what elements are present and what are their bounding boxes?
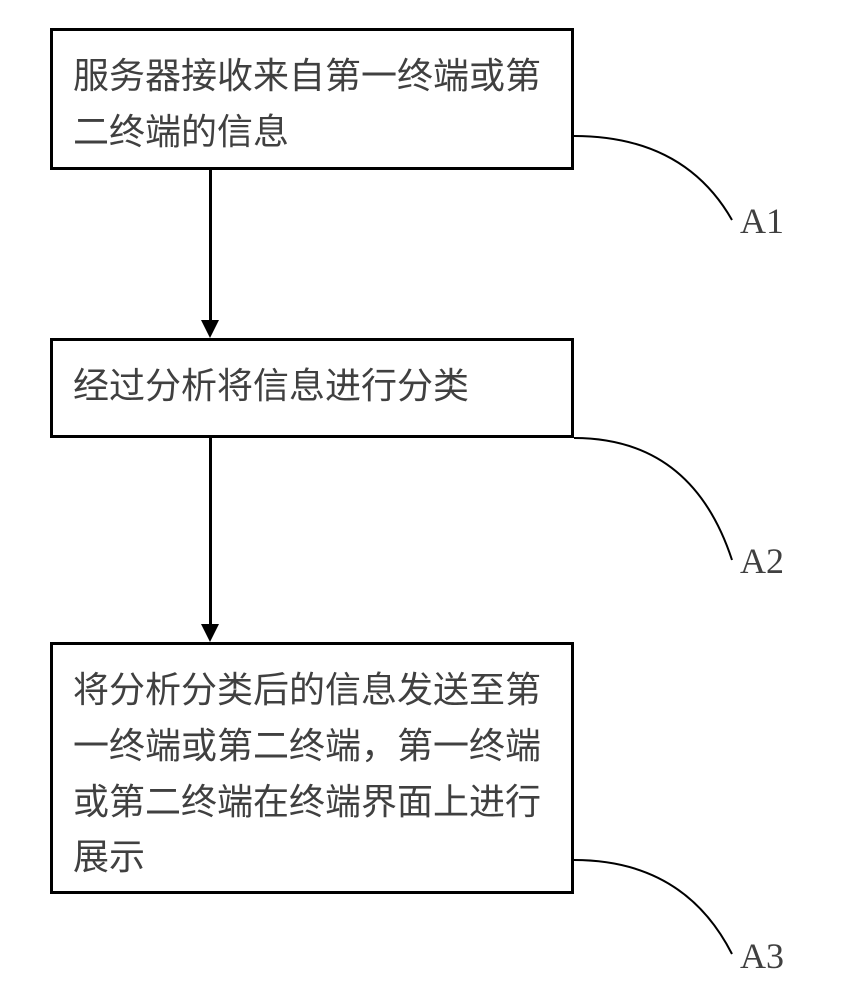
flowchart-container: 服务器接收来自第一终端或第二终端的信息 经过分析将信息进行分类 将分析分类后的信… xyxy=(0,0,861,1000)
edge-a2-a3-line xyxy=(209,438,212,626)
label-a1: A1 xyxy=(740,200,784,242)
connector-a1 xyxy=(574,128,744,228)
edge-a2-a3-head xyxy=(201,624,219,642)
connector-a3 xyxy=(574,852,744,964)
edge-a1-a2-head xyxy=(201,320,219,338)
label-a2: A2 xyxy=(740,540,784,582)
flowchart-node-a2: 经过分析将信息进行分类 xyxy=(50,338,574,438)
label-a3: A3 xyxy=(740,935,784,977)
edge-a1-a2-line xyxy=(209,170,212,322)
flowchart-node-a3: 将分析分类后的信息发送至第一终端或第二终端，第一终端或第二终端在终端界面上进行展… xyxy=(50,642,574,894)
flowchart-node-a1: 服务器接收来自第一终端或第二终端的信息 xyxy=(50,28,574,170)
node-a3-text: 将分析分类后的信息发送至第一终端或第二终端，第一终端或第二终端在终端界面上进行展… xyxy=(73,670,541,877)
node-a1-text: 服务器接收来自第一终端或第二终端的信息 xyxy=(73,56,541,152)
node-a2-text: 经过分析将信息进行分类 xyxy=(73,366,469,406)
connector-a2 xyxy=(574,430,744,570)
